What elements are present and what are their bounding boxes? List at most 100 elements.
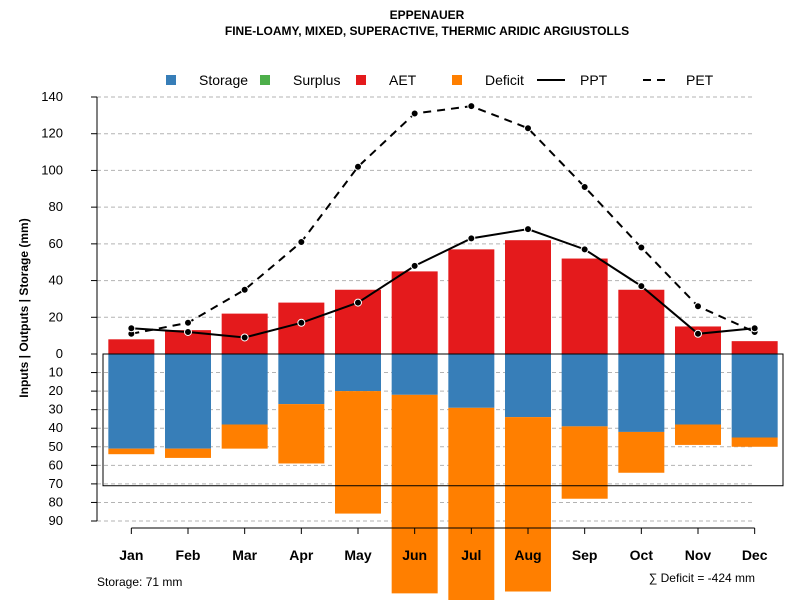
y-tick-label-upper: 20 [49,309,63,324]
point-ppt-Dec [750,324,759,333]
chart-subtitle: FINE-LOAMY, MIXED, SUPERACTIVE, THERMIC … [225,24,629,38]
point-pet-Mar [240,285,249,294]
bar-aet-Apr [278,302,325,354]
legend-label-surplus: Surplus [293,72,340,88]
point-ppt-Aug [524,225,532,234]
y-tick-label-upper: 120 [41,126,63,141]
chart-title: EPPENAUER [390,8,465,22]
y-tick-label-upper: 100 [41,162,63,177]
bar-deficit-Mar [221,424,268,449]
y-tick-label-lower: 90 [49,513,63,528]
bar-storage-Dec [731,354,778,438]
point-pet-Nov [694,302,702,311]
point-ppt-Jul [467,234,476,243]
point-pet-Sep [580,182,589,191]
legend-label-aet: AET [389,72,417,88]
bar-deficit-Nov [675,424,721,445]
bar-deficit-Jun [391,394,438,594]
bar-aet-Jan [108,339,155,354]
y-axis-label: Inputs | Outputs | Storage (mm) [17,218,31,397]
legend-label-ppt: PPT [580,72,608,88]
point-ppt-Nov [694,329,702,338]
y-tick-label-upper: 0 [56,346,63,361]
bar-storage-Jan [108,354,155,449]
storage-footnote: Storage: 71 mm [97,575,182,589]
bar-storage-Oct [618,354,665,432]
point-ppt-May [354,298,362,307]
x-tick-label-Aug: Aug [514,547,541,563]
deficit-footnote: ∑ Deficit = -424 mm [649,571,755,585]
point-pet-Apr [297,238,306,247]
y-tick-label-upper: 60 [49,236,63,251]
bar-storage-Jun [391,354,438,395]
legend-swatch-aet [356,75,366,85]
point-pet-Jul [467,102,476,111]
x-tick-label-Jan: Jan [119,547,143,563]
legend-swatch-deficit [452,75,462,85]
bar-deficit-Feb [165,448,211,458]
point-pet-Oct [637,243,646,252]
bar-deficit-Sep [561,426,608,499]
point-ppt-Jun [410,261,419,270]
bar-storage-Nov [675,354,721,425]
bar-aet-Jul [448,249,495,354]
x-tick-label-Oct: Oct [630,547,654,563]
bar-aet-Feb [165,330,211,354]
series-lines [127,102,759,342]
bar-storage-Sep [561,354,608,427]
x-tick-label-Feb: Feb [176,547,201,563]
x-tick-label-Jun: Jun [402,547,427,563]
x-tick-label-May: May [344,547,371,563]
y-tick-label-lower: 20 [49,383,63,398]
bar-deficit-Apr [278,404,325,464]
x-tick-label-Mar: Mar [232,547,257,563]
y-tick-label-lower: 40 [49,420,63,435]
y-tick-label-lower: 80 [49,494,63,509]
x-tick-label-Jul: Jul [461,547,481,563]
bar-deficit-Aug [505,417,551,592]
point-ppt-Oct [637,282,646,291]
point-pet-Aug [524,124,532,133]
bar-storage-Feb [165,354,211,449]
bar-deficit-Oct [618,431,665,473]
y-tick-label-lower: 10 [49,365,63,380]
line-ppt [131,228,755,339]
point-ppt-Mar [240,333,249,342]
bar-storage-May [335,354,381,392]
point-pet-Feb [184,318,192,327]
y-tick-label-lower: 50 [49,439,63,454]
bar-deficit-Jan [108,448,155,455]
y-tick-label-upper: 80 [49,199,63,214]
point-ppt-Apr [297,318,306,327]
legend: Storage Surplus AET Deficit PPT PET [166,72,714,88]
point-ppt-Sep [580,245,589,254]
bar-aet-Dec [731,341,778,354]
legend-swatch-storage [166,75,176,85]
bar-aet-Sep [561,258,608,354]
y-tick-label-upper: 40 [49,273,63,288]
y-tick-label-upper: 140 [41,89,63,104]
y-tick-label-lower: 30 [49,402,63,417]
bar-aet-Oct [618,289,665,354]
y-tick-label-lower: 60 [49,457,63,472]
bar-deficit-Jul [448,407,495,600]
bars [102,240,784,600]
point-ppt-Feb [184,327,192,336]
bar-storage-Apr [278,354,325,405]
line-pet [131,105,756,335]
x-tick-label-Apr: Apr [289,547,314,563]
bar-aet-Aug [505,240,551,354]
legend-label-storage: Storage [199,72,248,88]
legend-swatch-surplus [260,75,270,85]
storage-capacity-box [102,353,784,487]
x-tick-label-Nov: Nov [685,547,712,563]
legend-label-pet: PET [686,72,714,88]
point-pet-May [354,162,362,171]
axes: 0 20 40 60 80 100 120 140 10 20 30 40 50 60 70 80 90 Jan F… [41,89,767,563]
point-pet-Jun [410,109,419,118]
bar-aet-Jun [391,271,438,354]
bar-storage-Mar [221,354,268,425]
point-ppt-Jan [127,324,136,333]
y-tick-label-lower: 70 [49,476,63,491]
